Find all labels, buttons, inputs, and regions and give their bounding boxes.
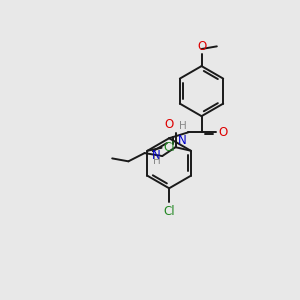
Text: N: N <box>178 134 187 147</box>
Text: Cl: Cl <box>164 141 175 154</box>
Text: O: O <box>197 40 206 52</box>
Text: N: N <box>152 149 161 162</box>
Text: O: O <box>164 118 173 131</box>
Text: O: O <box>219 126 228 139</box>
Text: H: H <box>153 156 161 166</box>
Text: Cl: Cl <box>163 205 175 218</box>
Text: H: H <box>179 121 187 130</box>
